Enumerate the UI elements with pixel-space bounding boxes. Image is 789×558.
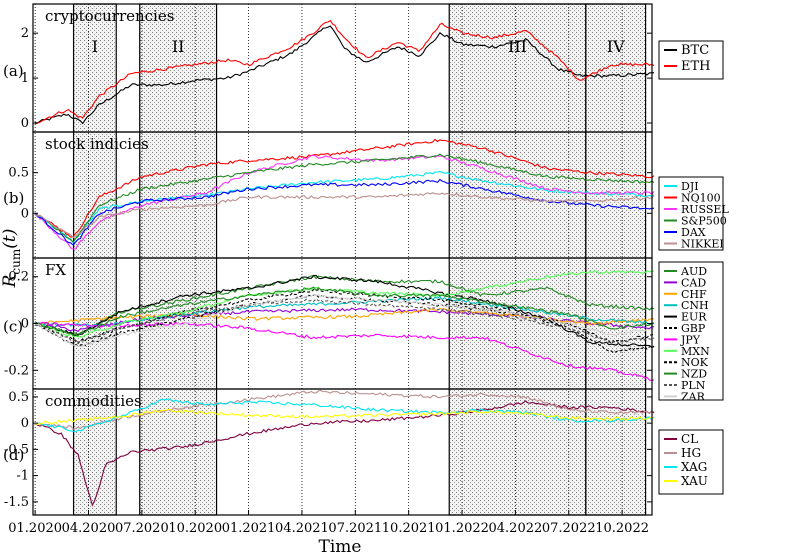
- y-tick-label: 1: [21, 71, 29, 86]
- period-shading: [72, 3, 647, 516]
- series-line-b-5: [34, 192, 655, 239]
- y-tick-label: 0.2: [8, 270, 29, 285]
- series-line-c-11: [34, 293, 655, 347]
- period-region-3: [448, 3, 587, 516]
- panel-frame-d: [32, 388, 653, 516]
- y-tick-label: 0.5: [8, 390, 29, 405]
- period-region-1: [72, 3, 117, 516]
- x-tick-label: 01.2022: [435, 521, 489, 536]
- period-label-3: III: [508, 37, 527, 56]
- series-line-b-1: [34, 138, 655, 238]
- legend-label: JPY: [680, 333, 701, 346]
- x-tick-label: 10.2021: [382, 521, 436, 536]
- series-line-c-8: [34, 293, 655, 347]
- legend-label: NQ100: [681, 192, 721, 205]
- legend-label: GBP: [681, 322, 706, 335]
- gridlines: [34, 4, 623, 515]
- panel-title-a: cryptocurrencies: [45, 7, 174, 25]
- legend-label: NIKKEI: [681, 238, 724, 251]
- y-tick-label: -1: [16, 469, 29, 484]
- period-label-2: II: [172, 37, 185, 56]
- legend-box-a: [658, 40, 724, 80]
- series-line-c-0: [35, 274, 655, 336]
- series-line-c-7: [34, 270, 655, 338]
- y-tick-label: 0: [21, 317, 29, 332]
- series-line-a-1: [34, 19, 655, 125]
- legend-label: BTC: [681, 43, 709, 58]
- x-tick-label: 01.2020: [8, 521, 62, 536]
- legend-label: NOK: [681, 356, 709, 369]
- panel-label-d: (d): [3, 446, 24, 464]
- series-line-c-1: [34, 307, 655, 332]
- legend-label: EUR: [681, 311, 707, 324]
- legend-box-c: [658, 261, 724, 401]
- legend-label: ZAR: [681, 390, 706, 403]
- panel-frames: [32, 3, 653, 516]
- y-tick-label: 0: [21, 206, 29, 221]
- period-region-2: [139, 3, 218, 516]
- series-line-c-9: [34, 286, 655, 337]
- panel-title-c: FX: [45, 261, 66, 279]
- legend-label: RUSSEL: [681, 203, 729, 216]
- legend-label: AUD: [680, 265, 707, 278]
- series-lines: [34, 19, 655, 507]
- x-tick-label: 01.2021: [222, 521, 276, 536]
- legend-label: S&P500: [681, 215, 727, 228]
- x-tick-label: 10.2020: [168, 521, 222, 536]
- y-tick-label: 0.5: [8, 166, 29, 181]
- y-axis-title-sub: cum: [9, 248, 23, 274]
- series-line-c-10: [34, 298, 655, 344]
- legend-label: CHF: [681, 288, 707, 301]
- x-tick-label: 04.2022: [489, 521, 543, 536]
- y-axis-title-main: R: [0, 274, 20, 288]
- period-region-4: [585, 3, 647, 516]
- legend-label: DJI: [681, 180, 699, 193]
- legend-label: PLN: [681, 379, 706, 392]
- legend-label: ETH: [681, 59, 711, 74]
- x-tick-label: 04.2020: [62, 521, 116, 536]
- legend-label: CL: [681, 432, 698, 446]
- series-line-d-1: [34, 389, 655, 430]
- period-label-1: I: [92, 37, 98, 56]
- y-tick-label: 0: [21, 116, 29, 131]
- legend-label: DAX: [681, 226, 706, 239]
- panel-title-b: stock indicies: [45, 135, 149, 153]
- legend-label: NZD: [681, 368, 707, 381]
- y-tick-label: -0.5: [4, 442, 29, 457]
- legend-label: XAU: [681, 474, 708, 488]
- period-label-4: IV: [607, 37, 625, 56]
- series-line-c-6: [34, 321, 655, 382]
- legend-box-d: [658, 429, 724, 495]
- series-line-b-4: [34, 178, 655, 246]
- legend-box-b: [658, 176, 724, 251]
- y-axis-title-arg: (t): [0, 229, 20, 249]
- y-tick-label: 0: [21, 416, 29, 431]
- y-tick-label: 2: [21, 26, 29, 41]
- legend-label: CAD: [681, 276, 706, 289]
- x-tick-label: 07.2022: [542, 521, 596, 536]
- series-line-a-0: [35, 25, 655, 125]
- legend-label: XAG: [681, 460, 707, 474]
- legend-label: HG: [681, 446, 701, 460]
- x-tick-label: 10.2022: [595, 521, 649, 536]
- panel-label-c: (c): [3, 318, 23, 336]
- legend-label: CNH: [681, 299, 709, 312]
- y-axis-title: Rcum(t): [0, 229, 23, 289]
- x-tick-label: 07.2020: [115, 521, 169, 536]
- x-tick-label: 07.2021: [328, 521, 382, 536]
- panel-title-d: commodities: [45, 392, 142, 410]
- panel-label-b: (b): [3, 189, 24, 207]
- panel-label-a: (a): [3, 62, 24, 80]
- series-line-b-3: [34, 153, 655, 243]
- legend-label: MXN: [681, 345, 710, 358]
- y-tick-label: -0.2: [4, 363, 29, 378]
- series-line-d-3: [34, 408, 655, 425]
- x-tick-label: 04.2021: [275, 521, 329, 536]
- series-line-b-2: [34, 154, 655, 250]
- x-axis-title: Time: [319, 537, 362, 557]
- y-tick-label: -1.5: [4, 495, 29, 510]
